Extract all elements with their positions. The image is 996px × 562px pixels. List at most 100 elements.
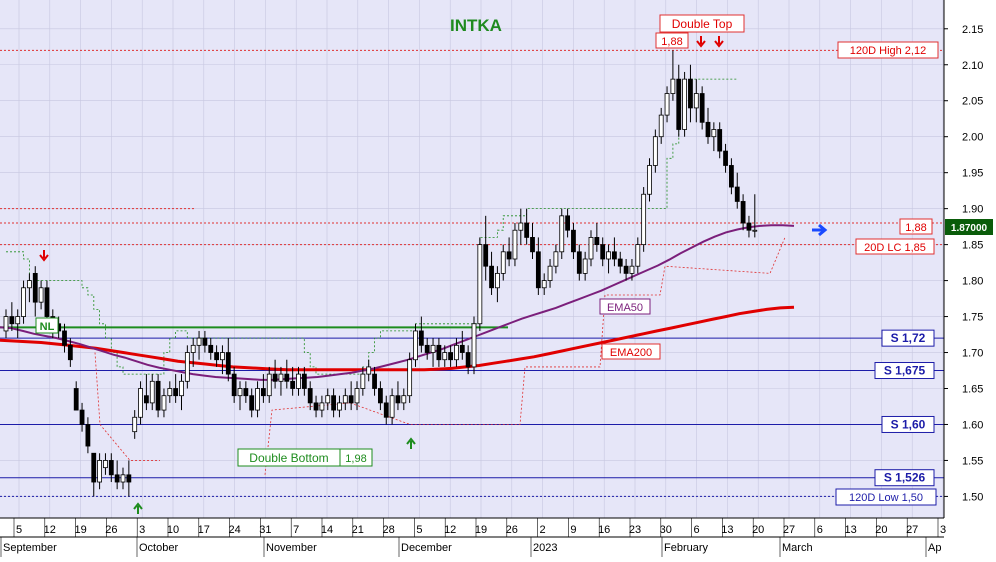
candle-body bbox=[582, 258, 588, 274]
x-axis: 5 12 19 26 3 10 17 24 31 7 14 21 28 5 12 19 26 2 9 16 23 30 6 1… bbox=[0, 517, 946, 557]
ema200-line bbox=[0, 305, 795, 372]
candle-body bbox=[623, 265, 629, 274]
candle-body bbox=[62, 330, 67, 346]
candle-body bbox=[752, 229, 758, 232]
candle-body bbox=[442, 352, 448, 361]
double-top-box bbox=[659, 14, 745, 33]
y-tick-label: 1.70 bbox=[962, 348, 983, 360]
lc20-label: 20D LC 1,85 bbox=[864, 242, 926, 254]
candle-body bbox=[348, 395, 354, 404]
candle-body bbox=[313, 402, 319, 411]
candle-body bbox=[436, 344, 442, 361]
candle-body bbox=[652, 136, 658, 166]
candle-body bbox=[576, 251, 582, 274]
candle-body bbox=[641, 193, 647, 246]
candle-body bbox=[325, 395, 331, 404]
candle-body bbox=[705, 121, 711, 138]
y-tick-label: 2.00 bbox=[962, 132, 983, 144]
candle-body bbox=[494, 272, 500, 289]
candle-body bbox=[266, 373, 272, 397]
buy-arrow bbox=[406, 437, 416, 449]
y-tick-label: 1.55 bbox=[962, 455, 983, 467]
candle-body bbox=[734, 186, 740, 202]
candle-body bbox=[483, 244, 489, 267]
x-day-label: 2 bbox=[540, 524, 546, 536]
x-day-label: 26 bbox=[105, 524, 117, 536]
candle-body bbox=[132, 416, 138, 433]
candle-body bbox=[594, 237, 600, 246]
x-day-label: 23 bbox=[629, 524, 641, 536]
y-tick-label: 1.90 bbox=[962, 204, 983, 216]
res188-box bbox=[899, 218, 933, 235]
double-top-value-box bbox=[655, 32, 689, 49]
candle-body bbox=[296, 373, 301, 389]
candle-body bbox=[530, 237, 535, 253]
annotations: INTKA Double Top 1,88 Double Bottom 1,98… bbox=[35, 14, 993, 514]
candle-body bbox=[161, 395, 167, 411]
candle-body bbox=[73, 388, 79, 411]
sell-arrow bbox=[696, 36, 706, 48]
candle-body bbox=[693, 93, 699, 109]
ema-lines bbox=[0, 224, 795, 381]
candle-body bbox=[272, 373, 278, 382]
candle-body bbox=[167, 388, 173, 397]
x-day-label: 19 bbox=[475, 524, 487, 536]
buy-arrow bbox=[133, 502, 143, 514]
candle-body bbox=[465, 352, 471, 368]
candle-body bbox=[301, 373, 307, 389]
x-day-label: 5 bbox=[416, 524, 422, 536]
candle-body bbox=[699, 93, 705, 123]
x-month-label: Ap bbox=[928, 542, 941, 554]
support-label: S 1,72 bbox=[891, 331, 926, 345]
candle-body bbox=[190, 344, 196, 353]
candle-body bbox=[729, 165, 734, 188]
candle-body bbox=[67, 344, 73, 361]
candle-body bbox=[676, 78, 682, 130]
x-day-label: 6 bbox=[817, 524, 823, 536]
candle-body bbox=[711, 129, 717, 138]
candle-body bbox=[401, 395, 407, 404]
y-tick-label: 1.85 bbox=[962, 240, 983, 252]
x-day-label: 5 bbox=[16, 524, 22, 536]
candle-body bbox=[629, 265, 635, 274]
x-day-label: 13 bbox=[721, 524, 733, 536]
candle-body bbox=[688, 78, 693, 109]
candle-body bbox=[290, 380, 296, 389]
support-label: S 1,526 bbox=[884, 471, 926, 485]
candle-body bbox=[3, 316, 9, 332]
candles bbox=[3, 50, 758, 497]
candle-body bbox=[214, 352, 220, 361]
high120-box bbox=[837, 41, 939, 59]
lower-stop-b bbox=[264, 237, 786, 475]
candle-body bbox=[21, 287, 26, 317]
signal-arrows bbox=[39, 36, 828, 514]
candle-body bbox=[647, 165, 652, 195]
x-day-label: 21 bbox=[352, 524, 364, 536]
y-tick-label: 1.60 bbox=[962, 419, 983, 431]
double-top-value: 1,88 bbox=[661, 36, 682, 48]
x-day-label: 12 bbox=[444, 524, 456, 536]
candle-body bbox=[565, 215, 570, 231]
res188-label: 1,88 bbox=[905, 222, 926, 234]
candle-body bbox=[518, 222, 524, 231]
candle-body bbox=[635, 244, 641, 267]
candle-body bbox=[413, 330, 418, 361]
candle-body bbox=[389, 395, 395, 418]
y-tick-label: 1.75 bbox=[962, 312, 983, 324]
support-box bbox=[881, 329, 935, 347]
candle-body bbox=[360, 373, 366, 389]
x-day-label: 19 bbox=[74, 524, 86, 536]
x-day-label: 28 bbox=[382, 524, 394, 536]
candle-body bbox=[588, 237, 594, 260]
support-label: S 1,60 bbox=[891, 417, 926, 431]
candle-body bbox=[155, 380, 161, 411]
y-tick-label: 1.80 bbox=[962, 276, 983, 288]
candle-body bbox=[173, 388, 179, 397]
ema50-box bbox=[599, 298, 651, 315]
last-price-box bbox=[945, 219, 993, 235]
candle-body bbox=[337, 402, 342, 411]
x-month-label: March bbox=[782, 542, 813, 554]
candle-body bbox=[723, 150, 728, 166]
candle-body bbox=[407, 359, 413, 397]
lc20-box bbox=[855, 238, 935, 255]
